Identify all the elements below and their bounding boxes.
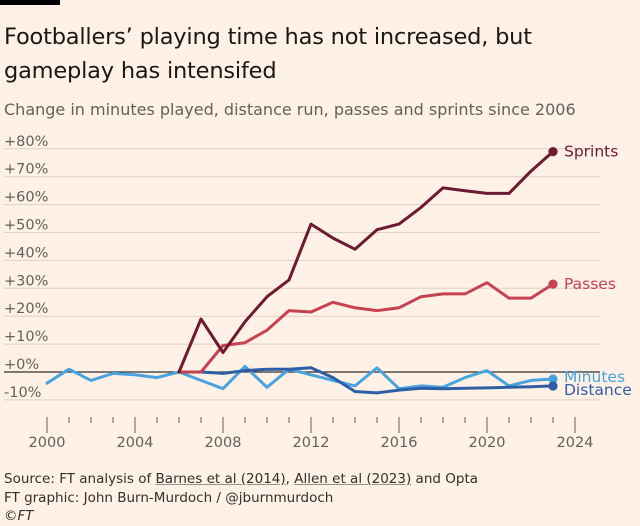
x-tick-label: 2004 <box>117 435 154 451</box>
y-tick-label: +0% <box>4 357 39 373</box>
source-note: Source: FT analysis of Barnes et al (201… <box>4 471 479 487</box>
series-end-dot-sprints <box>548 146 558 157</box>
y-tick-label: +80% <box>4 134 48 150</box>
ft-brand-bar <box>0 0 60 5</box>
graphic-credit: FT graphic: John Burn-Murdoch / @jburnmu… <box>4 490 334 506</box>
series-label-minutes: Minutes <box>564 368 625 386</box>
series-end-dot-passes <box>548 279 558 289</box>
gridlines <box>4 148 600 401</box>
ft-copyright: ©FT <box>4 508 34 524</box>
x-tick-label: 2020 <box>469 435 506 451</box>
chart-subtitle: Change in minutes played, distance run, … <box>4 100 576 119</box>
x-tick-label: 2008 <box>205 435 242 451</box>
source-link-barnes[interactable]: Barnes et al (2014) <box>155 471 286 487</box>
y-tick-label: +60% <box>4 190 48 206</box>
series-label-passes: Passes <box>564 275 616 293</box>
series-label-distance: Distance <box>564 381 632 399</box>
series-line-sprints <box>177 150 555 374</box>
source-link-allen[interactable]: Allen et al (2023) <box>294 471 412 487</box>
series-end-dot-minutes <box>548 374 558 384</box>
y-tick-label: +40% <box>4 245 48 261</box>
y-tick-label: +70% <box>4 162 48 178</box>
series-line-minutes <box>45 364 555 391</box>
chart-title: Footballers’ playing time has not increa… <box>4 24 532 84</box>
x-tick-label: 2016 <box>381 435 418 451</box>
y-tick-label: +10% <box>4 329 48 345</box>
y-tick-label: -10% <box>4 385 41 401</box>
x-tick-label: 2024 <box>557 435 594 451</box>
x-tick-label: 2012 <box>293 435 330 451</box>
y-tick-label: +50% <box>4 218 48 234</box>
x-tick-label: 2000 <box>29 435 66 451</box>
series-line-distance <box>177 366 555 395</box>
y-tick-label: +30% <box>4 273 48 289</box>
x-axis: 2000 2004 2008 2012 2016 2020 2024 <box>29 417 594 451</box>
series-end-dot-distance <box>548 381 558 391</box>
y-tick-label: +20% <box>4 301 48 317</box>
series-line-passes <box>177 281 555 374</box>
line-chart: -10%+0%+10%+20%+30%+40%+50%+60%+70%+80% … <box>4 134 632 451</box>
series-lines <box>45 146 558 395</box>
series-label-sprints: Sprints <box>564 143 618 161</box>
y-axis-tick-labels: -10% +0% +10% +20% +30% +40% +50% +60% +70% +80% <box>4 134 48 401</box>
